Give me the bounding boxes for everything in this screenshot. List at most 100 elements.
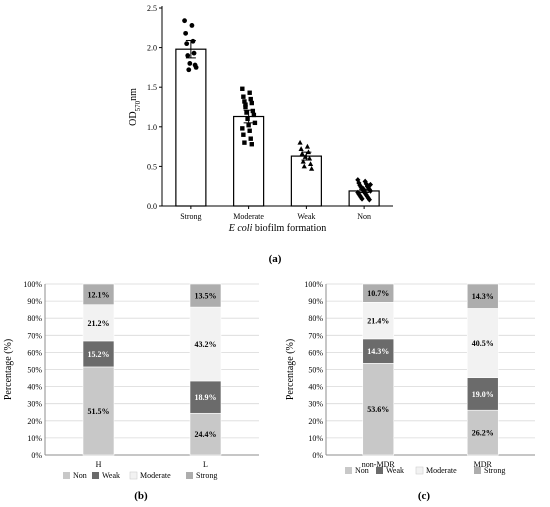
data-point [187,61,193,66]
data-point [249,142,254,147]
x-tick-label: Weak [297,212,315,221]
data-point [250,108,256,114]
segment-label: 18.9% [195,393,217,402]
panel-label-c: (c) [418,490,431,502]
data-point [246,123,251,128]
stack-segment-strong [362,283,395,303]
data-point [251,112,257,118]
data-point [248,136,253,141]
data-point [241,132,246,137]
data-point [193,65,199,70]
stack-segment-strong [82,283,115,305]
data-point [184,41,190,47]
legend-label-non: Non [73,471,87,480]
data-point [243,102,248,107]
legend-swatch-non [63,472,70,479]
data-point [299,150,305,156]
legend-swatch-weak [376,467,383,474]
data-point [363,181,369,187]
x-tick-label: L [203,460,208,469]
data-point [182,18,187,24]
legend-swatch-moderate [129,471,138,480]
bar [175,48,207,207]
data-point [247,128,252,133]
y-tick-label: 90% [308,297,323,306]
legend-swatch-moderate [415,466,424,475]
data-point [306,155,313,161]
y-tick-label: 20% [308,417,323,426]
y-tick-label: 40% [308,383,323,392]
data-point [298,146,304,151]
x-axis-title-rest: biofilm formation [252,223,326,234]
y-tick-label: 1.5 [147,83,157,92]
y-axis-title: OD570nm [128,88,142,126]
y-tick-label: 100% [304,280,323,289]
chart-a: 0.0 0.5 1.0 1.5 2.0 2.5 Strong Moderate Weak Non E… [128,4,393,234]
x-tick-label: H [96,460,102,469]
legend-swatch-weak [92,472,99,479]
data-point [367,188,374,194]
data-point [248,96,253,102]
data-point [362,178,368,185]
data-point [361,187,367,193]
data-point [189,23,195,28]
y-axis-title-main: OD [128,111,139,125]
legend-label-strong: Strong [196,471,217,480]
data-point [242,140,247,145]
segment-label: 21.2% [88,319,110,328]
data-point [191,50,197,56]
stack-segment-weak [189,380,222,414]
stack-segment-moderate [466,308,499,379]
segment-label: 14.3% [367,347,389,356]
segment-label: 53.6% [367,405,389,414]
legend-label-moderate: Moderate [140,471,171,480]
segment-label: 51.5% [88,407,110,416]
y-tick-label: 0% [312,451,323,460]
x-tick-label: MDR [474,460,493,469]
x-tick-label: Non [357,212,371,221]
segment-label: 12.1% [88,290,110,299]
segment-label: 19.0% [472,390,494,399]
data-point [243,104,248,110]
y-tick-label: 30% [308,400,323,409]
y-tick-label: 40% [27,383,42,392]
stack-segment-non [362,363,395,456]
panel-label-a: (a) [269,253,282,265]
stack-segment-strong [189,283,222,308]
chart-b: 0% 10% 20% 30% 40% 50% 60% 70% 80% 90% 100% 51.5% 15… [3,280,259,480]
data-point [186,67,192,73]
data-point [240,86,245,91]
data-point [302,154,308,159]
data-point [252,120,258,126]
data-point [300,158,306,164]
y-tick-label: 70% [27,331,42,340]
y-axis-title: Percentage (%) [3,339,14,400]
legend-label-weak: Weak [102,471,120,480]
y-axis-title: Percentage (%) [285,339,296,400]
data-point [304,143,311,149]
segment-label: 40.5% [472,339,494,348]
y-tick-label: 60% [27,348,42,357]
bar [290,155,322,207]
stack-segment-non [466,409,499,456]
y-tick-label: 80% [27,314,42,323]
y-tick-label: 50% [27,366,42,375]
y-tick-label: 0.0 [147,202,157,211]
legend-swatch-strong [186,472,193,479]
data-point [307,161,314,167]
data-point [366,196,372,203]
legend-swatch-non [345,467,352,474]
y-axis-title-subscript: 570 [134,100,142,111]
legend-label-strong: Strong [484,466,505,475]
data-point [305,149,312,155]
data-point [249,100,254,106]
x-axis-title: E coli biofilm formation [228,223,327,234]
y-axis-title-tail: nm [128,88,139,101]
y-tick-label: 10% [27,434,42,443]
stack-segment-moderate [362,301,395,340]
data-point [242,99,247,104]
data-point [183,30,189,36]
data-point [359,196,365,202]
y-tick-label: 100% [23,280,42,289]
